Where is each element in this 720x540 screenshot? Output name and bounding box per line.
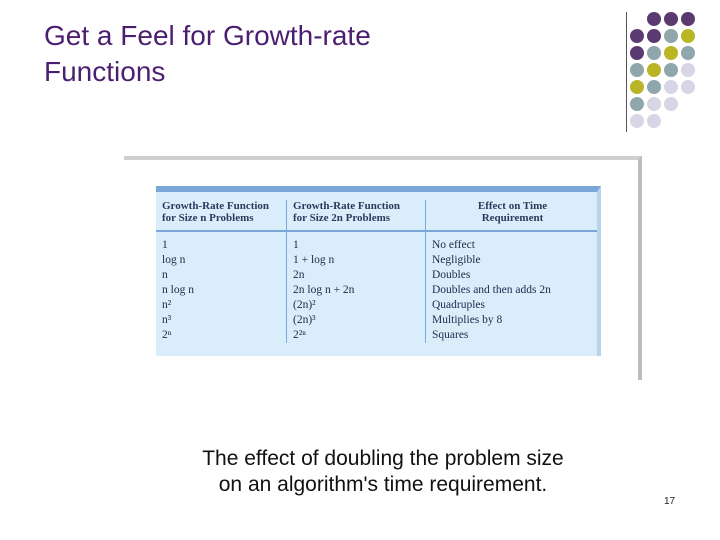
header-size-n: Growth-Rate Function for Size n Problems [156,200,287,232]
decorative-dot [647,29,661,43]
caption-line-2: on an algorithm's time requirement. [218,473,548,496]
caption-line-1: The effect of doubling the problem size [202,447,564,470]
slide-title: Get a Feel for Growth-rate Functions [44,18,604,90]
growth-rate-table: Growth-Rate Function for Size n Problems … [156,200,597,343]
decorative-divider [626,12,627,132]
decorative-dot [681,46,695,60]
header-size-2n: Growth-Rate Function for Size 2n Problems [286,200,426,232]
decorative-dot [647,97,661,111]
decorative-dot [647,12,661,26]
decorative-dot [630,80,644,94]
decorative-dot [664,63,678,77]
decorative-dot [630,114,644,128]
decorative-dot [664,80,678,94]
decorative-dot [681,29,695,43]
decorative-dot [681,80,695,94]
figure-caption: The effect of doubling the problem size … [160,446,606,498]
title-line-2: Functions [44,56,166,87]
decorative-dot [647,63,661,77]
decorative-dot [647,114,661,128]
decorative-dot [630,46,644,60]
decorative-dot [647,80,661,94]
decorative-dot [681,63,695,77]
column-effect: No effect Negligible Doubles Doubles and th… [432,239,551,341]
decorative-dot [647,46,661,60]
growth-rate-table-figure: Growth-Rate Function for Size n Problems … [156,186,601,356]
page-number: 17 [664,496,676,507]
decorative-dot [664,29,678,43]
decorative-dot [630,97,644,111]
header-effect: Effect on Time Requirement [425,200,597,232]
decorative-dot [664,97,678,111]
decorative-dot [664,46,678,60]
decorative-dot [681,12,695,26]
decorative-dot [630,63,644,77]
decorative-dot [630,29,644,43]
title-line-1: Get a Feel for Growth-rate [44,20,371,51]
decorative-dot [664,12,678,26]
